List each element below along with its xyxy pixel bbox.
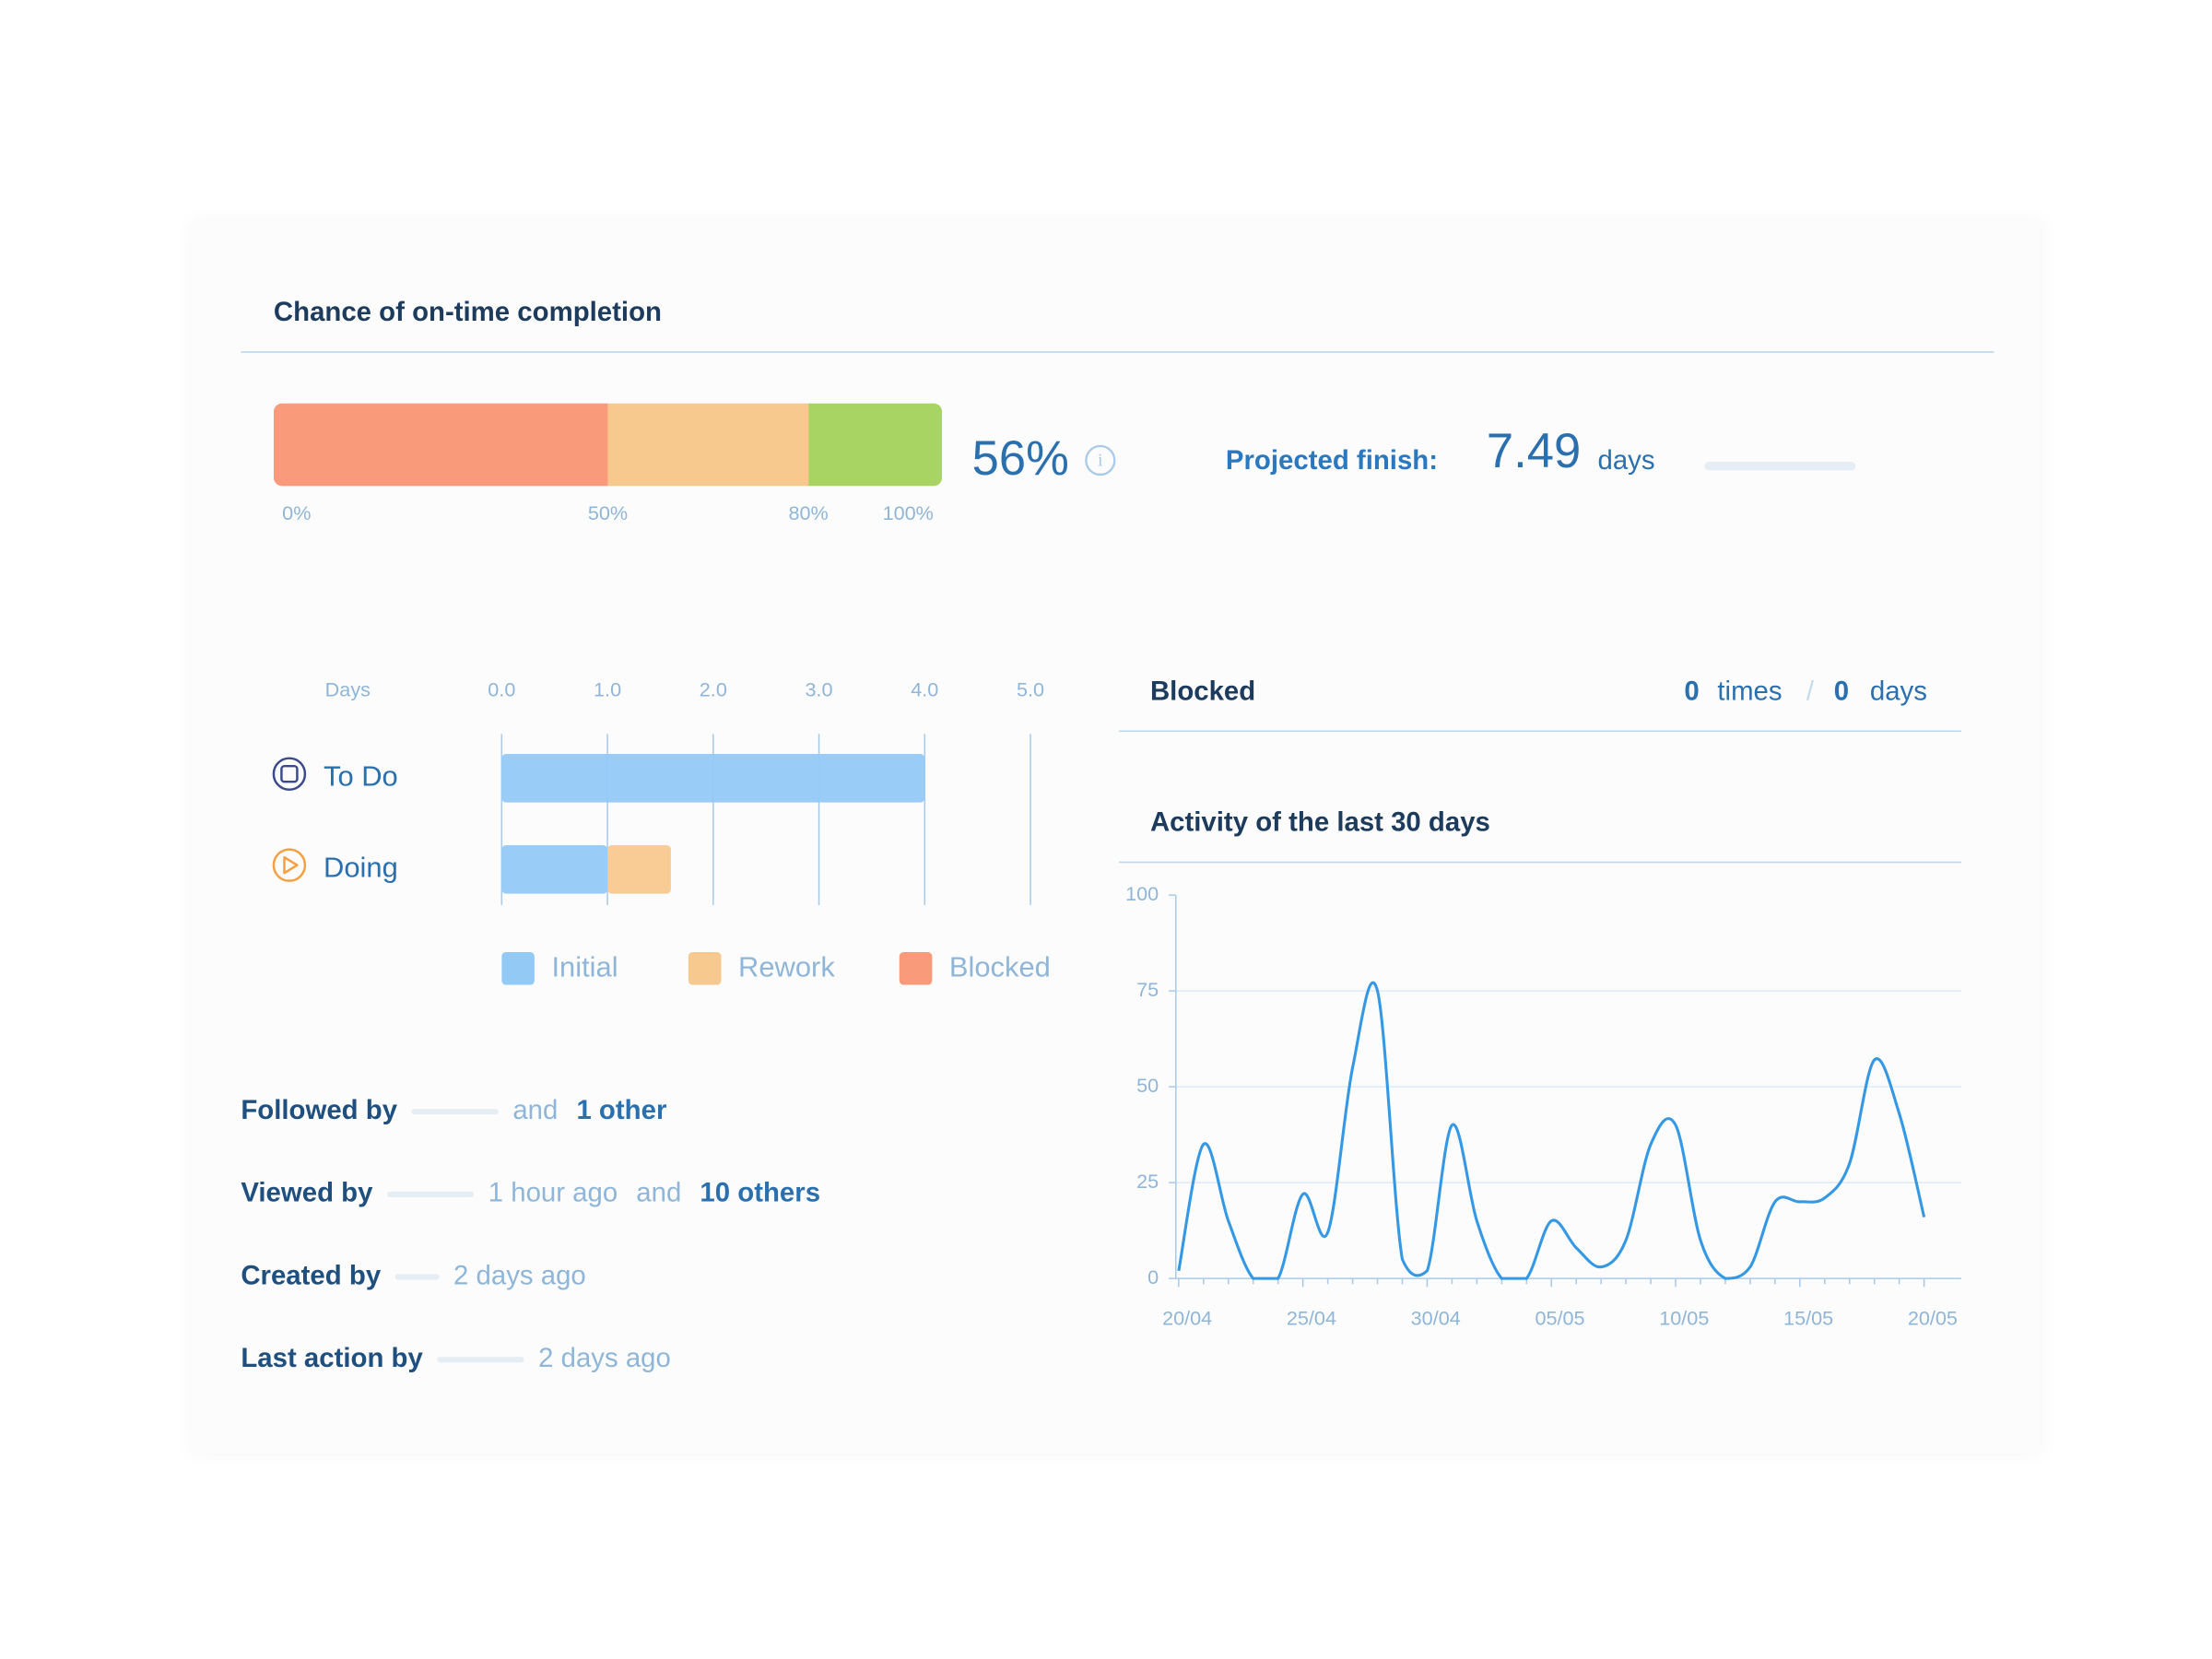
activity-line (1177, 981, 1926, 1280)
projected-unit: days (1598, 445, 1655, 476)
y-tick-label: 25 (1136, 1170, 1159, 1193)
person-and: and (636, 1178, 681, 1208)
x-tick-label: 30/04 (1411, 1307, 1461, 1330)
x-tick-label: 2.0 (700, 678, 727, 701)
gauge-tick-label: 100% (883, 501, 934, 524)
y-tick-label: 50 (1136, 1074, 1159, 1097)
x-tick-label: 20/05 (1908, 1307, 1958, 1330)
category-label: To Do (324, 760, 398, 793)
blocked-times-label: times (1717, 676, 1782, 706)
category-label: Doing (324, 851, 398, 883)
legend-swatch (899, 951, 933, 985)
x-tick-label: 25/04 (1287, 1307, 1336, 1330)
section-title: Chance of on-time completion (274, 297, 662, 327)
x-tick-label: 5.0 (1017, 678, 1044, 701)
legend-label: Rework (738, 951, 835, 983)
x-tick-label: 0.0 (488, 678, 515, 701)
legend-label: Initial (551, 951, 618, 983)
y-tick-label: 0 (1147, 1265, 1159, 1288)
bar-segment (501, 845, 608, 894)
x-tick-label: 05/05 (1535, 1307, 1584, 1330)
projected-label: Projected finish: (1226, 445, 1438, 476)
gauge-segment (808, 403, 943, 487)
bar-segment (501, 754, 925, 803)
person-label: Followed by (241, 1095, 397, 1125)
legend-swatch (501, 951, 535, 985)
x-tick-label: 4.0 (911, 678, 938, 701)
chart-title: Activity of the last 30 days (1150, 807, 1490, 838)
legend-swatch (688, 951, 722, 985)
person-label: Viewed by (241, 1178, 373, 1208)
info-icon[interactable] (1085, 444, 1116, 477)
x-tick-label: 3.0 (806, 678, 833, 701)
blocked-times: 0 (1684, 676, 1699, 706)
gauge-segment (607, 403, 809, 487)
gauge-tick-label: 80% (788, 501, 828, 524)
info-glyph: i (1098, 451, 1103, 471)
blocked-days-label: days (1870, 676, 1927, 706)
x-tick-label: 10/05 (1659, 1307, 1709, 1330)
axis-label: Days (325, 678, 371, 701)
blocked-title: Blocked (1150, 676, 1255, 706)
person-others: 1 other (576, 1095, 666, 1125)
legend-label: Blocked (949, 951, 1051, 983)
person-and: and (512, 1095, 558, 1125)
gauge-tick-label: 0% (282, 501, 311, 524)
x-tick-label: 15/05 (1783, 1307, 1833, 1330)
doing-icon (272, 848, 307, 882)
blocked-separator: / (1806, 676, 1815, 706)
person-label: Created by (241, 1260, 381, 1290)
y-tick-label: 100 (1125, 882, 1159, 905)
person-time: 2 days ago (453, 1260, 586, 1290)
person-time: 1 hour ago (488, 1178, 618, 1208)
person-others: 10 others (700, 1178, 820, 1208)
person-time: 2 days ago (538, 1343, 671, 1373)
x-tick-label: 1.0 (594, 678, 621, 701)
todo-icon (272, 757, 307, 791)
chance-value: 56% (972, 431, 1069, 486)
y-tick-label: 75 (1136, 978, 1159, 1001)
x-tick-label: 20/04 (1162, 1307, 1212, 1330)
gauge-tick-label: 50% (588, 501, 628, 524)
person-label: Last action by (241, 1343, 423, 1373)
blocked-days: 0 (1834, 676, 1849, 706)
bar-segment (607, 845, 671, 894)
projected-value: 7.49 (1487, 424, 1581, 478)
gauge-segment (273, 403, 608, 487)
